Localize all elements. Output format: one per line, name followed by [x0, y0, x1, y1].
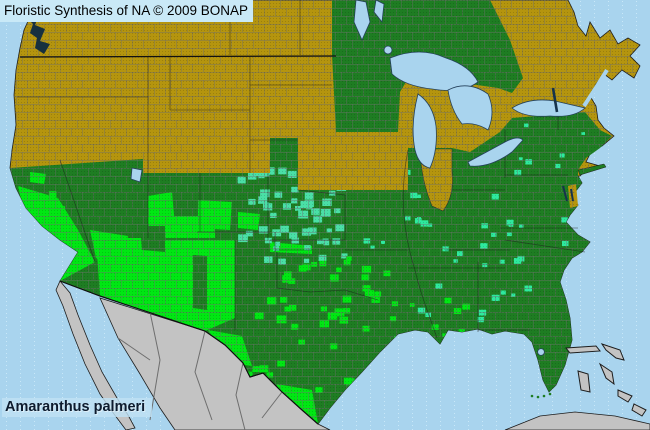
chesapeake-bay	[562, 185, 574, 202]
lakes	[27, 0, 609, 356]
lake-huron	[447, 85, 493, 131]
st-lawrence-river	[582, 68, 609, 108]
map-title: Floristic Synthesis of NA © 2009 BONAP	[0, 0, 253, 22]
lake-of-the-woods	[383, 45, 393, 55]
lake-superior	[389, 51, 479, 91]
lake-okeechobee	[537, 348, 545, 356]
lake-champlain	[551, 87, 559, 113]
species-name-label: Amaranthus palmeri	[2, 398, 153, 417]
national-borders	[19, 55, 337, 425]
bahamas-islands	[565, 343, 647, 417]
lake-michigan	[412, 93, 437, 169]
lake-erie	[467, 137, 524, 167]
state-lines	[17, 0, 586, 339]
lake-winnipeg	[353, 0, 371, 41]
lake-winnipegosis	[373, 0, 385, 24]
lake-ontario	[511, 99, 586, 117]
great-salt-lake	[130, 167, 143, 183]
